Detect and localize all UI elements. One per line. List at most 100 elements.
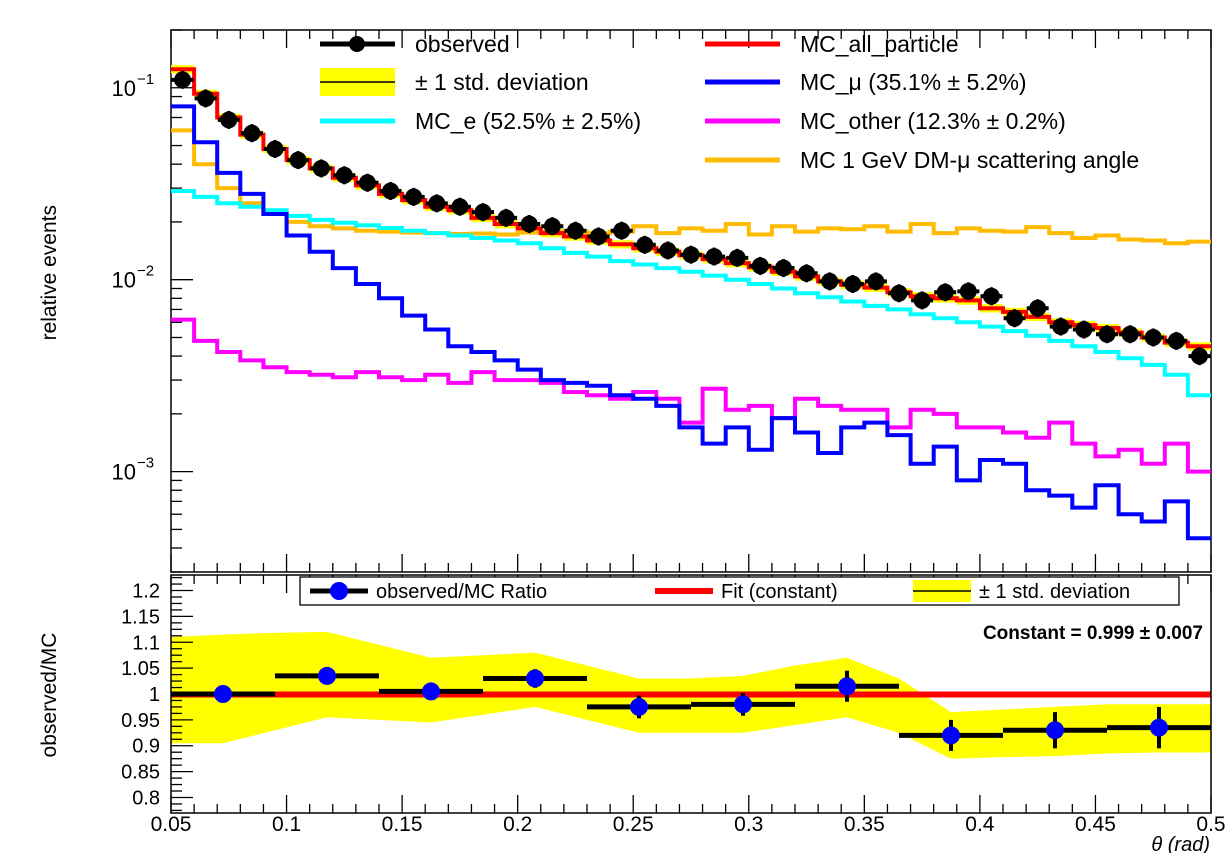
- observed-point: [220, 111, 238, 129]
- bottom-y-tick-label: 1.15: [121, 606, 160, 628]
- bottom-legend-item-0: observed/MC Ratio: [310, 581, 547, 603]
- legend-label: MC_other (12.3% ± 0.2%): [800, 108, 1066, 134]
- ratio-point: [942, 726, 960, 745]
- observed-point: [566, 222, 584, 240]
- observed-point: [428, 194, 446, 212]
- legend-label: ± 1 std. deviation: [979, 581, 1130, 603]
- observed-point: [520, 215, 538, 233]
- observed-point: [613, 222, 631, 240]
- x-tick-label: 0.2: [503, 813, 532, 836]
- bottom-y-tick-labels: 0.8 0.85 0.9 0.95 1 1.05 1.1 1.15 1.2: [121, 581, 160, 810]
- bottom-legend-item-2: ± 1 std. deviation: [913, 580, 1130, 603]
- legend-label: MC_e (52.5% ± 2.5%): [415, 108, 641, 134]
- ratio-point: [318, 666, 336, 685]
- observed-point: [474, 203, 492, 221]
- observed-point: [1052, 318, 1070, 336]
- top-y-tick-label: 10: [112, 460, 136, 485]
- ratio-point: [422, 682, 440, 701]
- top-legend: observed MC_all_particle ± 1 std. deviatio…: [320, 31, 1139, 173]
- top-y-tick-label-exponent: −1: [137, 71, 154, 88]
- top-series-group: [171, 65, 1211, 541]
- x-tick-label: 0.05: [151, 813, 192, 836]
- observed-point: [774, 259, 792, 277]
- observed-point: [1029, 299, 1047, 317]
- observed-point: [867, 272, 885, 290]
- observed-point: [936, 283, 954, 301]
- observed-point: [197, 89, 215, 107]
- observed-point: [798, 264, 816, 282]
- observed-point: [1190, 347, 1208, 365]
- x-tick-label: 0.4: [965, 813, 995, 836]
- observed-point: [382, 182, 400, 200]
- top-panel: 10−110−210−3 relative events observed MC_…: [38, 29, 1212, 573]
- legend-label: MC_all_particle: [800, 31, 959, 57]
- bottom-y-tick-label: 0.9: [132, 736, 160, 758]
- x-tick-label: 0.35: [844, 813, 885, 836]
- observed-point: [844, 275, 862, 293]
- observed-point: [659, 241, 677, 259]
- observed-point: [266, 140, 284, 158]
- series-line-1: [171, 104, 1211, 541]
- observed-point: [312, 159, 330, 177]
- legend-label: MC 1 GeV DM-μ scattering angle: [800, 147, 1139, 173]
- x-tick-label: 0.25: [613, 813, 654, 836]
- observed-point: [405, 188, 423, 206]
- ratio-point: [526, 669, 544, 688]
- bottom-y-tick-label: 1.2: [132, 581, 160, 603]
- ratio-point: [214, 685, 232, 703]
- observed-point: [497, 209, 515, 227]
- top-legend-item-6: MC 1 GeV DM-μ scattering angle: [705, 147, 1139, 173]
- observed-point: [705, 248, 723, 266]
- observed-point: [1098, 325, 1116, 343]
- bottom-legend-item-1: Fit (constant): [655, 581, 838, 603]
- x-tick-label: 0.5: [1196, 813, 1225, 836]
- top-y-tick-label-exponent: −2: [137, 263, 154, 280]
- observed-point: [1121, 325, 1139, 343]
- bottom-y-tick-label: 0.85: [121, 762, 160, 784]
- observed-point: [289, 151, 307, 169]
- ratio-point: [1150, 718, 1168, 737]
- top-y-tick-label: 10: [112, 76, 136, 101]
- ratio-point: [1046, 721, 1064, 740]
- ratio-point: [630, 697, 648, 716]
- observed-point: [335, 166, 353, 184]
- top-y-tick-label: 10: [112, 268, 136, 293]
- observed-point: [590, 227, 608, 245]
- top-legend-item-5: MC_other (12.3% ± 0.2%): [705, 108, 1066, 134]
- x-axis-label: θ (rad): [1151, 834, 1210, 853]
- x-tick-label: 0.3: [734, 813, 763, 836]
- legend-label: observed/MC Ratio: [376, 581, 547, 603]
- observed-point: [1006, 309, 1024, 327]
- legend-marker: [330, 582, 348, 600]
- observed-point: [959, 282, 977, 300]
- observed-point: [728, 249, 746, 267]
- bottom-y-tick-label: 1.05: [121, 658, 160, 680]
- observed-point: [682, 246, 700, 264]
- bottom-y-tick-label: 0.8: [132, 787, 160, 809]
- top-legend-item-0: observed: [320, 31, 510, 57]
- top-y-tick-label-exponent: −3: [137, 455, 154, 472]
- ratio-points-group: [171, 666, 1211, 751]
- legend-marker: [349, 36, 365, 52]
- ratio-point: [734, 695, 752, 714]
- observed-point: [982, 287, 1000, 305]
- observed-point: [751, 257, 769, 275]
- series-line-2: [171, 189, 1211, 398]
- observed-point: [1075, 321, 1093, 339]
- observed-point: [821, 272, 839, 290]
- bottom-y-tick-label: 0.95: [121, 710, 160, 732]
- observed-point: [636, 236, 654, 254]
- top-legend-item-2: ± 1 std. deviation: [320, 68, 589, 96]
- observed-point: [543, 217, 561, 235]
- observed-point: [1167, 332, 1185, 350]
- bottom-y-axis-label: observed/MC: [38, 633, 61, 758]
- x-tick-label: 0.15: [382, 813, 423, 836]
- x-tick-label: 0.45: [1075, 813, 1116, 836]
- legend-label: ± 1 std. deviation: [415, 69, 589, 95]
- top-y-axis-label: relative events: [38, 205, 61, 340]
- x-tick-labels: 0.05 0.1 0.15 0.2 0.25 0.3 0.35 0.4 0.45 0.5: [151, 813, 1226, 836]
- legend-label: observed: [415, 31, 510, 57]
- top-legend-item-4: MC_e (52.5% ± 2.5%): [320, 108, 641, 134]
- top-y-tick-labels: 10−110−210−3: [112, 71, 155, 485]
